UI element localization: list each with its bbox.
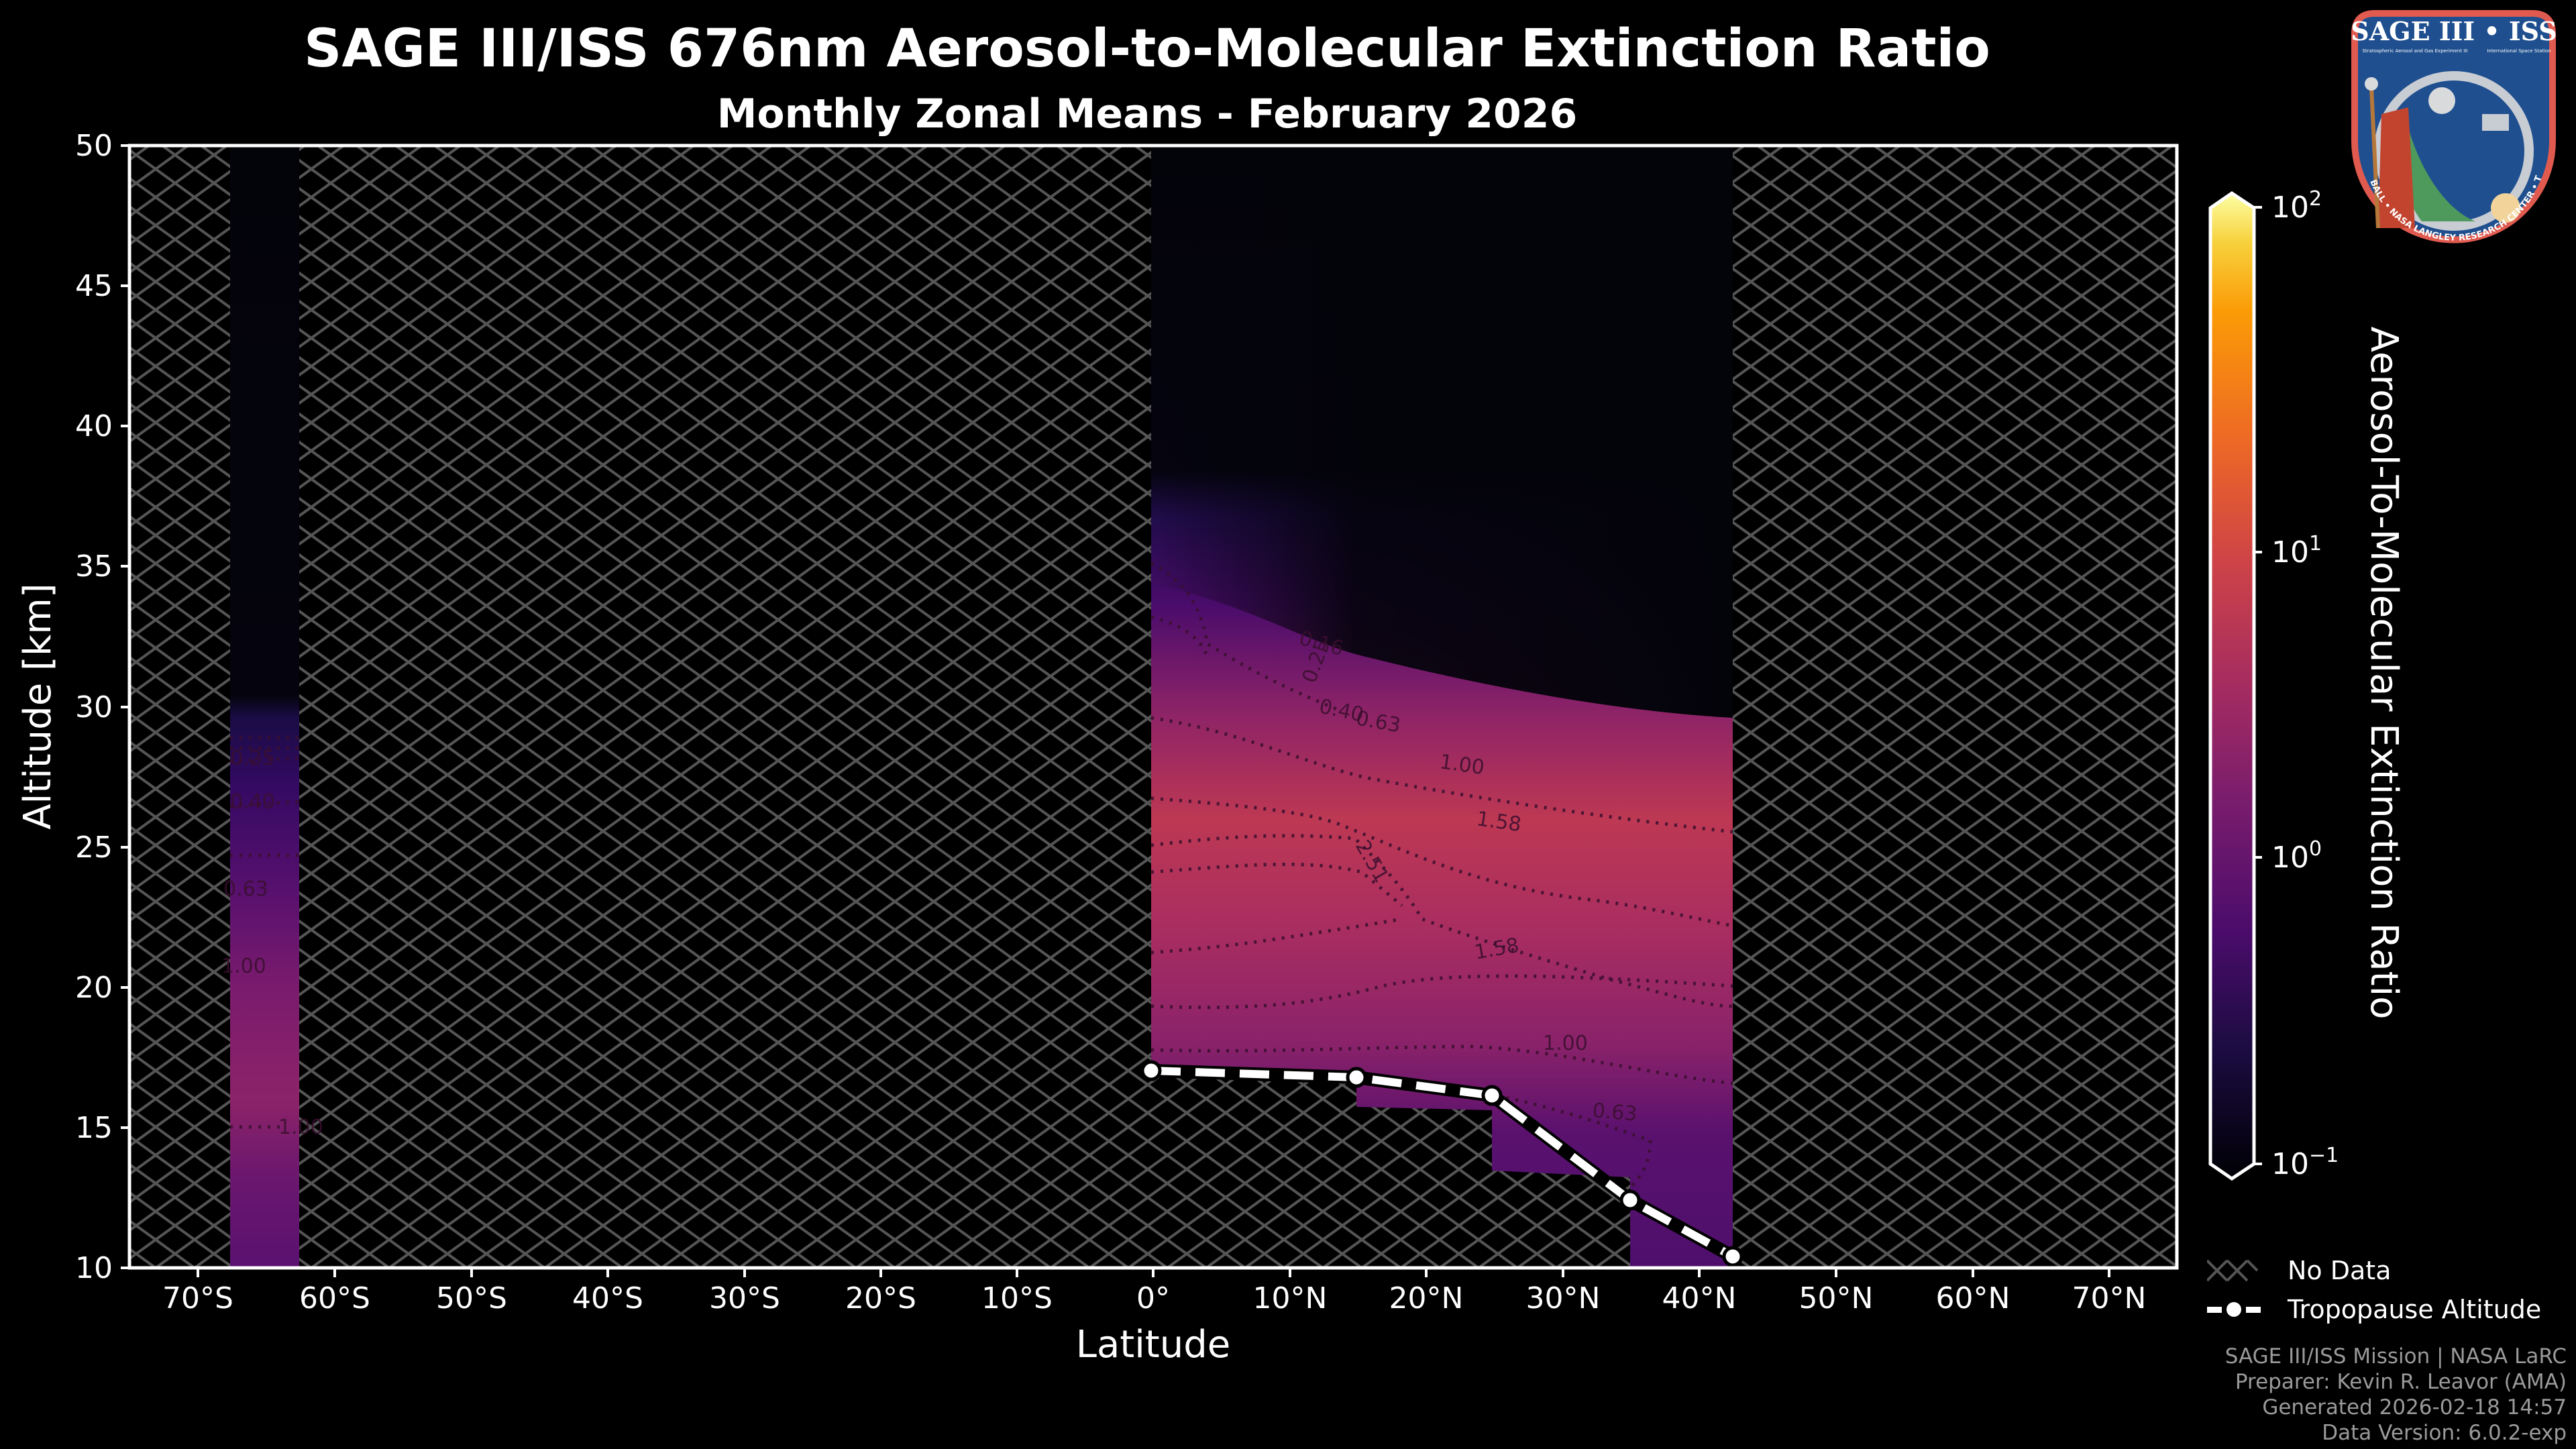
- y-tick-label: 30: [75, 690, 113, 724]
- y-tick-label: 50: [75, 129, 113, 163]
- y-axis: [121, 144, 129, 1269]
- legend-label: Tropopause Altitude: [2288, 1295, 2542, 1324]
- x-tick-label: 40°S: [572, 1281, 643, 1316]
- legend-item-no-data: No Data: [2207, 1251, 2576, 1290]
- contour-label: 0.63: [1591, 1099, 1638, 1126]
- tropopause-point: [1140, 1060, 1162, 1081]
- x-tick-labels: 70°S 60°S 50°S 40°S 30°S 20°S 10°S 0° 10…: [162, 1281, 2146, 1316]
- logo-subtitle: Stratospheric Aerosol and Gas Experiment…: [2362, 48, 2467, 54]
- colorbar-tick-label: 101: [2271, 532, 2322, 570]
- legend: No Data Tropopause Altitude: [2207, 1251, 2576, 1329]
- x-tick-label: 30°S: [709, 1281, 780, 1316]
- legend-item-tropopause: Tropopause Altitude: [2207, 1290, 2576, 1329]
- chart-title: SAGE III/ISS 676nm Aerosol-to-Molecular …: [304, 19, 1990, 79]
- x-tick-label: 10°S: [981, 1281, 1053, 1316]
- x-tick-label: 20°S: [845, 1281, 916, 1316]
- colorbar-tick-label: 10−1: [2271, 1144, 2339, 1181]
- contour-label: 0.40: [230, 790, 275, 814]
- tropopause-point: [1346, 1067, 1367, 1088]
- colorbar-label: Aerosol-To-Molecular Extinction Ratio: [2362, 327, 2406, 1020]
- credits-generated: Generated 2026-02-18 14:57: [2262, 1395, 2567, 1419]
- colorbar-tick-label: 102: [2271, 187, 2322, 225]
- credits-preparer: Preparer: Kevin R. Leavor (AMA): [2235, 1370, 2567, 1394]
- y-axis-label: Altitude [km]: [16, 583, 60, 829]
- credits-mission: SAGE III/ISS Mission | NASA LaRC: [2224, 1344, 2567, 1368]
- y-tick-label: 45: [75, 269, 113, 303]
- dashed-line-circle-icon: [2207, 1302, 2261, 1317]
- legend-label: No Data: [2288, 1256, 2392, 1285]
- contour-label: 1.00: [221, 955, 266, 978]
- x-axis: [197, 1268, 2110, 1277]
- tropopause-line: [1140, 1060, 1743, 1267]
- hatch-icon: [2207, 1259, 2259, 1282]
- colorbar: 102 101 100 10−1 Aerosol-To-Molecular Ex…: [2208, 187, 2406, 1181]
- logo-title: SAGE III • ISS: [2351, 16, 2557, 46]
- x-tick-label: 70°S: [162, 1281, 233, 1316]
- x-tick-label: 40°N: [1662, 1281, 1737, 1316]
- x-tick-label: 10°N: [1253, 1281, 1328, 1316]
- x-tick-label: 60°S: [299, 1281, 370, 1316]
- x-tick-label: 70°N: [2072, 1281, 2147, 1316]
- y-tick-label: 35: [75, 549, 113, 584]
- y-tick-label: 10: [75, 1251, 113, 1285]
- credits: SAGE III/ISS Mission | NASA LaRC Prepare…: [2225, 1344, 2567, 1446]
- y-tick-label: 15: [75, 1111, 113, 1145]
- x-tick-label: 0°: [1136, 1281, 1170, 1316]
- y-tick-labels: 10 15 20 25 30 35 40 45 50: [75, 129, 113, 1285]
- chart-subtitle: Monthly Zonal Means - February 2026: [716, 91, 1578, 138]
- contour-label: 0.63: [223, 877, 268, 901]
- logo-iss-text: International Space Station: [2487, 48, 2551, 54]
- tropopause-point: [1481, 1085, 1503, 1106]
- contour-label: 1.00: [278, 1116, 323, 1139]
- tropopause-point: [1722, 1246, 1743, 1267]
- y-tick-label: 40: [75, 409, 113, 443]
- y-tick-label: 20: [75, 971, 113, 1005]
- x-axis-label: Latitude: [1076, 1323, 1230, 1366]
- contour-label: 1.00: [1543, 1032, 1588, 1055]
- credits-version: Data Version: 6.0.2-exp: [2322, 1421, 2567, 1445]
- contour-label: 0.25: [230, 747, 275, 770]
- x-tick-label: 50°N: [1799, 1281, 1874, 1316]
- tropopause-point: [1619, 1189, 1641, 1211]
- x-tick-label: 60°N: [1936, 1281, 2010, 1316]
- data-band-south: [230, 146, 299, 1268]
- data-band-north: [1151, 146, 1733, 1268]
- colorbar-tick-label: 100: [2271, 837, 2322, 875]
- y-tick-label: 25: [75, 830, 113, 865]
- x-tick-label: 50°S: [436, 1281, 507, 1316]
- sage-iii-iss-mission-logo: SAGE III • ISS Stratospheric Aerosol and…: [2341, 7, 2557, 244]
- x-tick-label: 30°N: [1526, 1281, 1601, 1316]
- x-tick-label: 20°N: [1389, 1281, 1464, 1316]
